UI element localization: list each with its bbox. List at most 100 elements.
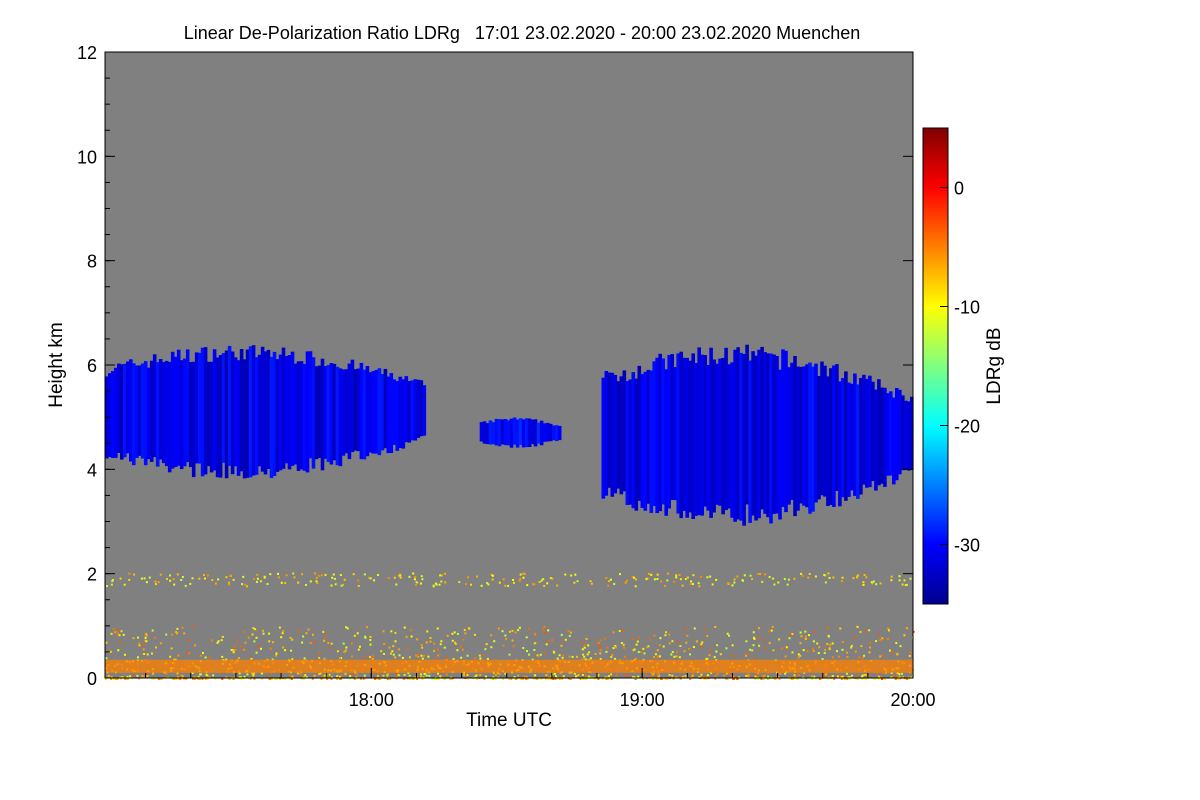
boundary-cell <box>253 672 256 675</box>
aerosol-cell <box>339 574 342 576</box>
boundary-cell <box>364 636 367 639</box>
boundary-cell <box>880 638 883 641</box>
boundary-cell <box>693 627 696 630</box>
boundary-cell <box>821 658 824 660</box>
aerosol-cell <box>905 583 908 586</box>
boundary-cell <box>508 630 511 633</box>
boundary-cell <box>804 638 807 640</box>
boundary-cell <box>152 671 155 674</box>
boundary-cell <box>297 672 299 675</box>
aerosol-cell <box>564 573 567 576</box>
boundary-cell <box>105 678 107 680</box>
boundary-cell <box>311 677 314 680</box>
boundary-cell <box>181 626 184 629</box>
boundary-cell <box>304 674 307 677</box>
boundary-cell <box>562 658 564 661</box>
aerosol-cell <box>870 581 873 584</box>
aerosol-cell <box>519 577 522 580</box>
boundary-cell <box>260 672 263 675</box>
boundary-cell <box>274 677 277 680</box>
boundary-cell <box>912 630 915 633</box>
cloud-cell <box>799 366 803 504</box>
boundary-cell <box>813 675 816 678</box>
boundary-cell <box>110 632 113 635</box>
boundary-cell <box>340 657 343 659</box>
cloud-cell <box>775 356 779 514</box>
boundary-cell <box>833 677 836 680</box>
aerosol-cell <box>800 572 803 575</box>
cloud-cell <box>356 368 361 452</box>
aerosol-cell <box>438 583 441 586</box>
boundary-cell <box>490 646 493 649</box>
aerosol-cell <box>357 585 360 587</box>
aerosol-cell <box>498 581 501 584</box>
boundary-cell <box>233 645 236 648</box>
aerosol-cell <box>399 576 402 579</box>
boundary-cell <box>410 635 413 638</box>
boundary-cell <box>684 628 686 631</box>
colorbar-tick-label: -20 <box>954 417 980 437</box>
boundary-cell <box>523 675 526 678</box>
cloud-cell <box>745 344 749 505</box>
cloud-cell <box>353 369 358 451</box>
boundary-cell <box>305 676 308 679</box>
boundary-cell <box>243 675 246 678</box>
boundary-cell <box>650 676 653 679</box>
boundary-cell <box>107 674 110 677</box>
boundary-cell <box>873 678 876 680</box>
cloud-cell <box>802 366 806 506</box>
boundary-cell <box>398 654 401 657</box>
aerosol-cell <box>292 572 295 575</box>
boundary-cell <box>416 678 418 680</box>
aerosol-cell <box>280 581 283 584</box>
aerosol-cell <box>773 583 776 586</box>
boundary-cell <box>640 651 643 654</box>
boundary-cell <box>119 676 122 679</box>
aerosol-cell <box>608 580 611 583</box>
boundary-cell <box>634 678 637 680</box>
aerosol-cell <box>824 581 827 584</box>
boundary-cell <box>242 677 245 680</box>
boundary-cell <box>635 643 638 646</box>
boundary-cell <box>119 641 122 644</box>
cloud-cell <box>694 363 698 516</box>
boundary-cell <box>436 648 439 651</box>
boundary-cell <box>799 631 802 634</box>
boundary-cell <box>883 678 886 680</box>
cloud-cell <box>305 351 310 473</box>
boundary-cell <box>528 653 531 656</box>
boundary-cell <box>533 677 536 680</box>
cloud-cell <box>278 354 283 471</box>
boundary-cell <box>685 675 688 678</box>
boundary-cell <box>369 656 371 658</box>
boundary-cell <box>151 652 153 655</box>
boundary-cell <box>680 675 683 678</box>
cloud-cell <box>901 395 905 471</box>
boundary-cell <box>114 631 117 634</box>
boundary-cell <box>427 655 430 658</box>
boundary-cell <box>339 656 341 659</box>
boundary-cell <box>228 678 231 680</box>
boundary-cell <box>443 646 446 649</box>
boundary-cell <box>479 674 482 676</box>
aerosol-cell <box>486 582 489 585</box>
boundary-cell <box>466 673 469 676</box>
aerosol-cell <box>757 573 760 575</box>
boundary-cell <box>869 646 872 649</box>
boundary-cell <box>318 651 321 654</box>
boundary-cell <box>597 674 600 677</box>
boundary-cell <box>371 657 374 660</box>
cloud-cell <box>724 347 728 511</box>
boundary-cell <box>585 637 588 640</box>
boundary-cell <box>252 627 255 630</box>
boundary-cell <box>819 677 822 680</box>
boundary-cell <box>587 644 590 647</box>
boundary-cell <box>497 627 500 630</box>
boundary-cell <box>746 653 749 656</box>
aerosol-cell <box>519 573 522 576</box>
cloud-cell <box>688 360 692 513</box>
boundary-cell <box>124 678 127 680</box>
boundary-cell <box>511 639 514 642</box>
aerosol-cell <box>522 572 525 575</box>
boundary-cell <box>463 629 466 632</box>
